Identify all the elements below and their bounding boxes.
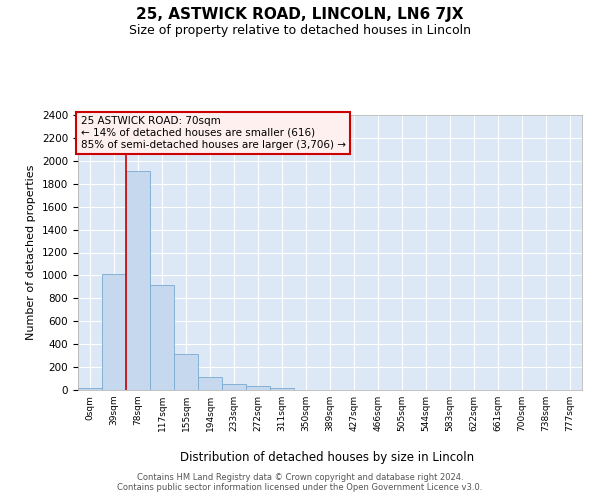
Bar xyxy=(198,378,222,390)
Bar xyxy=(150,284,174,390)
Text: Distribution of detached houses by size in Lincoln: Distribution of detached houses by size … xyxy=(180,451,474,464)
Bar xyxy=(222,384,246,390)
Text: Size of property relative to detached houses in Lincoln: Size of property relative to detached ho… xyxy=(129,24,471,37)
Text: 25, ASTWICK ROAD, LINCOLN, LN6 7JX: 25, ASTWICK ROAD, LINCOLN, LN6 7JX xyxy=(136,8,464,22)
Text: Contains HM Land Registry data © Crown copyright and database right 2024.
Contai: Contains HM Land Registry data © Crown c… xyxy=(118,473,482,492)
Bar xyxy=(270,388,294,390)
Bar xyxy=(246,386,270,390)
Bar xyxy=(78,388,102,390)
Bar xyxy=(102,274,126,390)
Bar xyxy=(174,354,198,390)
Y-axis label: Number of detached properties: Number of detached properties xyxy=(26,165,37,340)
Text: 25 ASTWICK ROAD: 70sqm
← 14% of detached houses are smaller (616)
85% of semi-de: 25 ASTWICK ROAD: 70sqm ← 14% of detached… xyxy=(80,116,346,150)
Bar xyxy=(126,171,150,390)
